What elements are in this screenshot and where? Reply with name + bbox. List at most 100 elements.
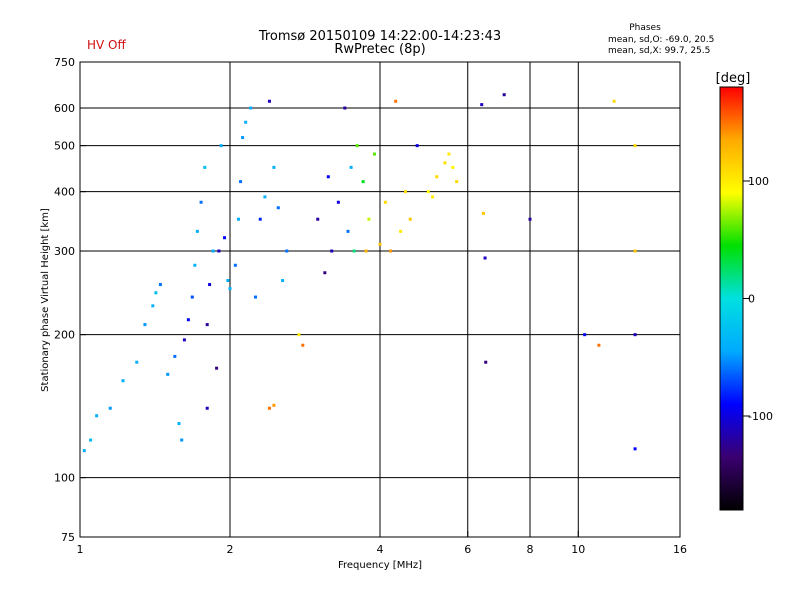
data-point (364, 249, 368, 253)
data-point (215, 366, 219, 370)
data-point (583, 333, 587, 337)
data-point (633, 333, 637, 337)
data-point (403, 190, 407, 194)
data-point (241, 136, 245, 140)
data-point (267, 406, 271, 410)
data-point (316, 217, 320, 221)
data-point (158, 283, 162, 287)
phases-stats-o: mean, sd,O: -69.0, 20.5 (608, 35, 714, 45)
data-point (408, 217, 412, 221)
data-point (151, 304, 155, 308)
y-tick-label: 600 (54, 102, 75, 115)
x-tick-label: 16 (673, 543, 687, 556)
data-point (236, 217, 240, 221)
data-point (223, 236, 227, 240)
data-point (82, 449, 86, 453)
data-point (480, 103, 484, 107)
y-tick-label: 300 (54, 245, 75, 258)
data-point (108, 406, 112, 410)
chart-title: Tromsø 20150109 14:22:00-14:23:43 (258, 29, 501, 44)
data-point (389, 249, 393, 253)
data-point (481, 211, 485, 215)
data-point (217, 249, 221, 253)
colorbar-tick-label: -100 (748, 410, 773, 423)
data-point (95, 414, 99, 418)
x-axis-label: Frequency [MHz] (338, 560, 422, 571)
phases-stats-x: mean, sd,X: 99.7, 25.5 (608, 46, 710, 56)
data-point (186, 318, 190, 322)
data-point (228, 287, 232, 291)
chart-subtitle: RwPretec (8p) (334, 42, 425, 57)
data-point (394, 99, 398, 103)
y-tick-label: 100 (54, 472, 75, 485)
colorbar-unit-label: [deg] (716, 71, 751, 86)
data-point (343, 106, 347, 110)
data-point (431, 195, 435, 199)
data-point (484, 360, 488, 364)
data-point (426, 190, 430, 194)
y-axis-ticks: 75 100 200 300 400 500 600 750 (54, 56, 86, 544)
data-point (443, 161, 447, 165)
data-point (193, 263, 197, 267)
data-point (272, 165, 276, 169)
data-point (177, 422, 181, 426)
data-point (199, 200, 203, 204)
x-tick-label: 6 (464, 543, 471, 556)
data-point (483, 256, 487, 260)
data-point (219, 144, 223, 148)
data-point (154, 291, 158, 295)
data-point (272, 403, 276, 407)
x-tick-label: 4 (377, 543, 384, 556)
data-point (182, 338, 186, 342)
data-point (399, 229, 403, 233)
data-point (233, 263, 237, 267)
y-tick-label: 200 (54, 329, 75, 342)
data-point (276, 206, 280, 210)
data-point (173, 354, 177, 358)
data-point (267, 99, 271, 103)
data-point (263, 195, 267, 199)
x-tick-label: 2 (227, 543, 234, 556)
data-point (323, 271, 327, 275)
data-point (297, 333, 301, 337)
colorbar-ticks: 100 0 -100 (743, 175, 773, 423)
data-point (435, 175, 439, 179)
data-point (301, 343, 305, 347)
data-point (447, 152, 451, 156)
data-point (281, 279, 285, 283)
colorbar-tick-label: 100 (748, 175, 769, 188)
data-point (367, 217, 371, 221)
data-points (82, 93, 637, 453)
data-point (633, 249, 637, 253)
data-point (451, 165, 455, 169)
data-point (361, 180, 365, 184)
data-point (205, 406, 209, 410)
y-tick-label: 500 (54, 140, 75, 153)
colorbar-tick-label: 0 (748, 293, 755, 306)
colorbar-gradient (719, 86, 744, 511)
data-point (258, 217, 262, 221)
data-point (502, 93, 506, 97)
x-tick-label: 10 (571, 543, 585, 556)
data-point (244, 120, 248, 124)
data-point (89, 438, 93, 442)
x-axis-ticks: 1 2 4 6 8 10 16 (77, 531, 687, 556)
data-point (330, 249, 334, 253)
data-point (253, 295, 257, 299)
x-tick-label: 8 (527, 543, 534, 556)
y-tick-label: 75 (61, 531, 75, 544)
data-point (326, 175, 330, 179)
data-point (415, 144, 419, 148)
data-point (383, 200, 387, 204)
data-point (249, 106, 253, 110)
data-point (633, 447, 637, 451)
data-point (528, 217, 532, 221)
data-point (205, 323, 209, 327)
data-point (190, 295, 194, 299)
data-point (378, 242, 382, 246)
data-point (203, 165, 207, 169)
data-point (346, 229, 350, 233)
data-point (633, 144, 637, 148)
data-point (612, 99, 616, 103)
